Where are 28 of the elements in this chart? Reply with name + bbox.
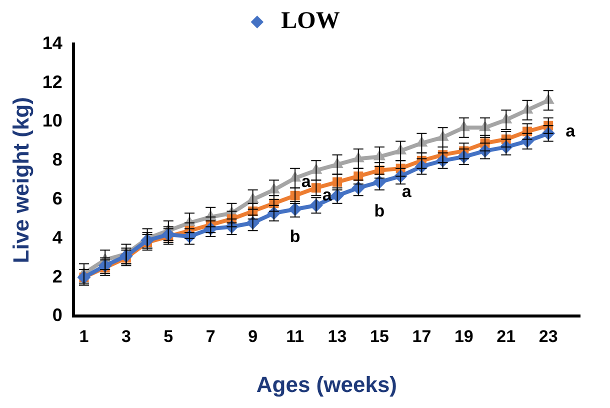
x-tick-label: 15: [370, 327, 389, 346]
x-tick-label: 5: [164, 327, 174, 346]
x-tick-label: 7: [206, 327, 216, 346]
annotation: a: [301, 172, 312, 191]
x-tick-label: 19: [454, 327, 474, 346]
y-tick-label: 4: [52, 227, 62, 248]
y-tick-label: 0: [52, 305, 62, 326]
x-tick-label: 11: [286, 327, 304, 346]
legend-label: LOW: [281, 8, 340, 34]
annotation: b: [290, 226, 300, 246]
annotation: b: [374, 202, 385, 221]
x-tick-label: 23: [538, 327, 558, 346]
y-tick-label: 10: [42, 110, 62, 131]
y-tick-label: 2: [52, 266, 62, 286]
x-tick-label: 3: [121, 327, 131, 346]
annotation: a: [566, 121, 576, 140]
y-tick-label: 14: [42, 32, 62, 53]
x-tick-label: 13: [328, 327, 347, 346]
x-tick-label: 1: [79, 327, 89, 346]
y-axis-title: Live weight (kg): [8, 96, 34, 264]
x-tick-label: 21: [496, 327, 516, 346]
x-axis-title: Ages (weeks): [256, 372, 398, 397]
x-tick-label: 9: [248, 327, 258, 346]
x-tick-label: 17: [412, 327, 432, 346]
annotation: a: [402, 182, 412, 201]
y-tick-label: 6: [52, 188, 62, 209]
y-tick-label: 8: [52, 150, 62, 170]
y-tick-label: 12: [42, 72, 62, 92]
